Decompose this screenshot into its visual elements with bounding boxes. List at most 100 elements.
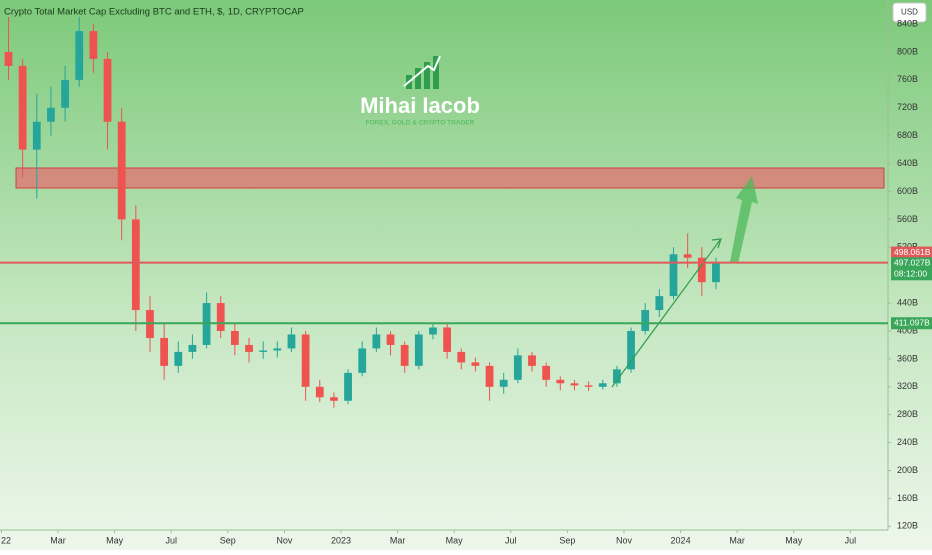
candle-body: [641, 310, 650, 331]
logo: [403, 55, 441, 89]
candle-body: [47, 107, 55, 122]
x-tick-label: May: [785, 535, 803, 545]
candle-body: [542, 365, 551, 380]
y-tick-label: 560B: [897, 214, 918, 224]
candle-body: [301, 334, 310, 387]
candle-body: [499, 379, 508, 387]
candle-body: [330, 397, 338, 401]
candle-body: [556, 379, 565, 384]
candle-body: [245, 344, 253, 352]
price-tag-label: 498.061B: [894, 247, 931, 257]
candle-body: [61, 79, 69, 108]
candle-body: [429, 327, 437, 335]
candle-body: [400, 344, 409, 366]
x-tick-label: 22: [1, 535, 11, 545]
candle-body: [287, 334, 296, 349]
candle-body: [32, 121, 41, 150]
x-tick-label: 2023: [331, 535, 351, 545]
candle-body: [613, 369, 621, 384]
trend-line: [611, 239, 721, 388]
x-tick-label: Mar: [729, 535, 745, 545]
x-tick-label: Jul: [165, 535, 177, 545]
y-tick-label: 320B: [897, 381, 918, 391]
candle-body: [315, 386, 324, 398]
candle-body: [471, 362, 480, 366]
resistance-zone: [15, 167, 885, 189]
x-tick-label: Jul: [845, 535, 857, 545]
candle-body: [513, 355, 522, 380]
candle-body: [386, 334, 395, 345]
y-tick-label: 400B: [897, 325, 918, 335]
candle-body: [117, 121, 126, 220]
candle-body: [4, 51, 13, 66]
currency-label: USD: [901, 8, 918, 17]
candle-body: [216, 303, 225, 331]
trend-arrow-head: [711, 238, 722, 249]
y-tick-label: 440B: [897, 297, 918, 307]
candle-body: [188, 344, 197, 352]
y-tick-label: 200B: [897, 465, 918, 475]
y-tick-label: 360B: [897, 353, 918, 363]
currency-button[interactable]: [892, 2, 927, 23]
price-tag: [891, 246, 932, 259]
candle-body: [344, 372, 352, 401]
x-tick-label: Mar: [390, 535, 406, 545]
price-tag-label: 411.097B: [894, 317, 930, 327]
candle-body: [528, 355, 536, 366]
logo-bar: [415, 68, 421, 89]
price-tag-label: 497.027B: [894, 258, 931, 268]
x-tick-label: 2024: [671, 535, 691, 545]
x-tick-label: Nov: [276, 535, 293, 545]
price-tag: [891, 257, 932, 281]
candle-body: [414, 334, 423, 366]
logo-name: Mihai Iacob: [360, 93, 480, 118]
y-tick-label: 840B: [897, 18, 918, 28]
candle-body: [457, 351, 466, 363]
y-tick-label: 640B: [897, 158, 918, 168]
candle-body: [259, 350, 268, 352]
x-tick-label: Mar: [50, 535, 66, 545]
chart-title: Crypto Total Market Cap Excluding BTC an…: [4, 7, 304, 18]
candle-body: [598, 383, 607, 387]
candle-body: [655, 296, 664, 311]
y-tick-label: 600B: [897, 186, 918, 196]
target-arrow: [730, 176, 758, 264]
logo-arrow: [403, 55, 441, 87]
candle-body: [358, 348, 367, 373]
logo-tagline: FOREX, GOLD & CRYPTO TRADER: [366, 120, 475, 127]
y-tick-label: 720B: [897, 102, 918, 112]
logo-bar: [433, 56, 439, 89]
y-tick-label: 160B: [897, 493, 918, 503]
y-tick-label: 280B: [897, 409, 918, 419]
y-tick-label: 240B: [897, 437, 918, 447]
candle-body: [570, 383, 579, 386]
y-tick-label: 680B: [897, 130, 918, 140]
candle-body: [18, 65, 27, 150]
logo-bar: [424, 62, 430, 89]
x-tick-label: Jul: [505, 535, 517, 545]
candle-body: [89, 31, 98, 59]
x-tick-label: May: [446, 535, 464, 545]
candle-body: [584, 385, 593, 387]
candle-body: [75, 31, 84, 80]
price-tag: [891, 317, 932, 330]
candle-body: [160, 337, 169, 366]
y-tick-label: 120B: [897, 521, 918, 531]
countdown-label: 08:12:00: [894, 269, 927, 279]
candle-body: [372, 334, 381, 349]
y-tick-label: 800B: [897, 46, 918, 56]
candle-body: [131, 219, 140, 311]
candle-body: [174, 351, 183, 366]
x-tick-label: Nov: [616, 535, 633, 545]
candle-body: [683, 254, 692, 258]
candle-body: [697, 257, 706, 283]
x-tick-label: Sep: [559, 535, 575, 545]
y-tick-label: 760B: [897, 74, 918, 84]
candle-body: [669, 254, 678, 297]
candle-body: [443, 327, 452, 352]
x-tick-label: Sep: [220, 535, 236, 545]
x-tick-label: May: [106, 535, 124, 545]
